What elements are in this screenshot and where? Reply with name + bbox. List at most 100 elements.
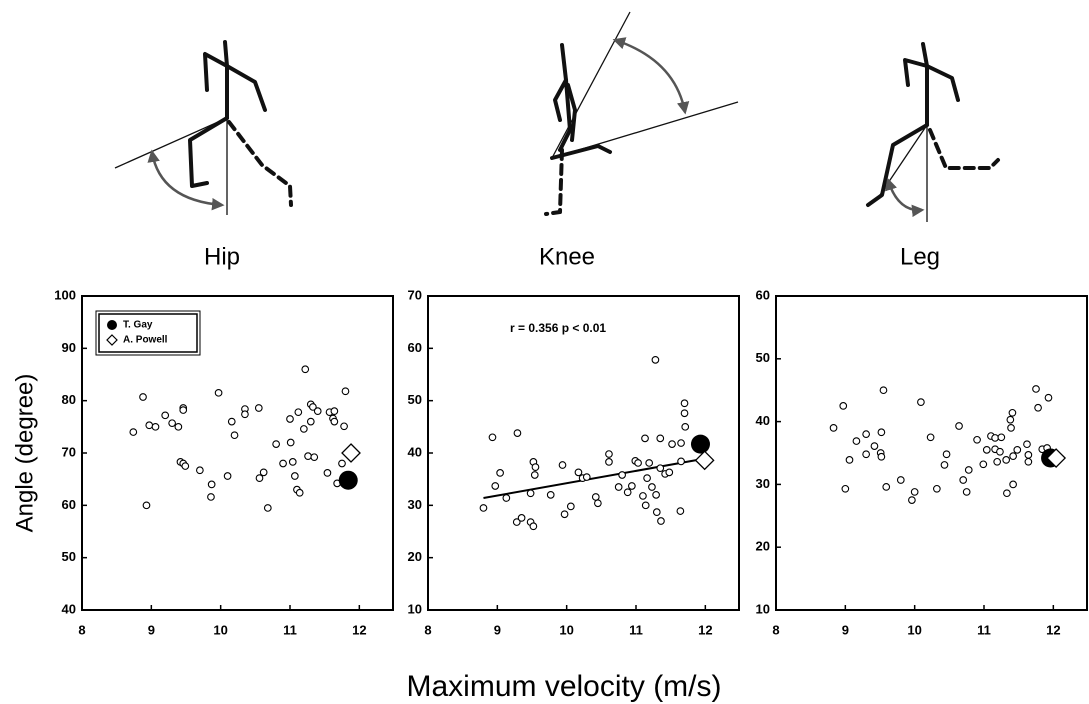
point — [272, 440, 280, 448]
point — [313, 407, 322, 415]
x-tick-label: 11 — [629, 622, 643, 637]
point — [645, 459, 654, 467]
panel-title: Hip — [204, 243, 240, 270]
point — [300, 425, 308, 433]
y-tick-label: 100 — [54, 287, 76, 302]
point — [323, 469, 332, 477]
point — [1024, 451, 1033, 459]
point — [623, 488, 632, 497]
point — [933, 484, 941, 493]
point — [656, 434, 665, 443]
point — [560, 510, 569, 519]
point — [491, 482, 500, 490]
y-tick-label: 70 — [62, 444, 76, 459]
y-tick-label: 50 — [408, 392, 422, 407]
point — [962, 488, 971, 496]
point — [652, 508, 661, 516]
point — [306, 417, 315, 426]
point — [227, 417, 236, 426]
point — [207, 493, 215, 501]
point — [648, 483, 656, 491]
point — [526, 489, 535, 498]
point — [680, 409, 689, 418]
x-tick-label: 9 — [148, 622, 155, 637]
x-axis-label: Maximum velocity (m/s) — [406, 670, 721, 703]
point — [286, 415, 294, 423]
y-tick-label: 40 — [62, 601, 76, 616]
point — [591, 493, 600, 501]
point — [488, 433, 497, 442]
point — [594, 499, 602, 508]
point — [1044, 393, 1053, 402]
point — [656, 464, 665, 473]
point — [908, 496, 916, 504]
point — [230, 431, 239, 440]
x-tick-label: 11 — [283, 622, 297, 637]
point-a-powell — [341, 443, 361, 463]
point — [862, 450, 870, 459]
point — [618, 471, 626, 479]
x-tick-label: 11 — [977, 622, 991, 637]
legend-label: T. Gay — [123, 320, 153, 331]
point-t-gay — [690, 434, 710, 454]
point — [1008, 408, 1017, 417]
point — [1009, 452, 1017, 460]
legend-label: A. Powell — [123, 335, 168, 346]
point — [668, 440, 676, 448]
point — [657, 517, 665, 525]
y-tick-label: 20 — [756, 539, 770, 554]
point — [330, 417, 339, 426]
point — [546, 491, 555, 499]
point — [129, 428, 138, 436]
point — [926, 433, 935, 442]
point — [179, 406, 188, 414]
point — [643, 474, 651, 482]
point — [259, 468, 268, 477]
point — [286, 438, 295, 447]
point — [255, 474, 264, 482]
point — [1002, 456, 1011, 464]
y-tick-label: 60 — [408, 340, 422, 355]
point — [513, 429, 522, 437]
legend-symbol — [107, 320, 117, 330]
panel-title: Knee — [539, 243, 595, 270]
point — [531, 463, 540, 471]
point — [304, 452, 312, 460]
point — [879, 386, 888, 395]
point — [330, 407, 339, 415]
point — [295, 488, 304, 497]
point — [279, 459, 287, 468]
panel-title: Leg — [900, 243, 940, 270]
point — [639, 492, 647, 500]
point — [1034, 403, 1042, 412]
plot-frame — [775, 295, 1088, 611]
x-tick-label: 12 — [1046, 622, 1060, 637]
trend-line — [483, 458, 702, 499]
point — [512, 518, 521, 526]
point — [882, 483, 891, 491]
point — [574, 468, 583, 477]
x-tick-label: 9 — [494, 622, 501, 637]
point — [151, 422, 160, 431]
x-tick-label: 8 — [78, 622, 85, 637]
point — [996, 447, 1004, 456]
point — [680, 399, 689, 408]
x-tick-label: 10 — [213, 622, 227, 637]
point — [651, 355, 660, 364]
x-tick-label: 10 — [907, 622, 921, 637]
y-axis-label: Angle (degree) — [11, 374, 38, 533]
x-tick-label: 10 — [559, 622, 573, 637]
point — [676, 507, 685, 515]
point — [1006, 415, 1015, 424]
y-tick-label: 70 — [408, 287, 422, 302]
point — [254, 404, 263, 412]
y-tick-label: 90 — [62, 340, 76, 355]
point — [1024, 457, 1033, 466]
point — [309, 403, 317, 411]
point — [168, 419, 176, 428]
point — [529, 522, 538, 531]
point — [993, 457, 1002, 466]
x-tick-label: 8 — [772, 622, 779, 637]
point — [917, 398, 925, 406]
point — [959, 476, 968, 484]
